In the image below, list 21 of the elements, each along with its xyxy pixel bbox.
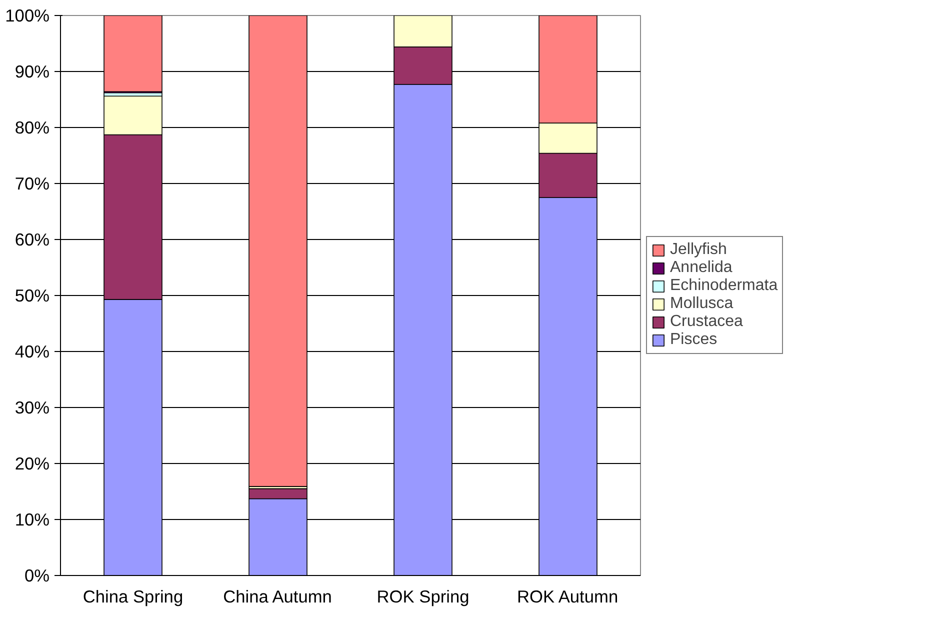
x-tick-label: China Spring <box>82 586 184 606</box>
y-tick-label: 30% <box>14 398 50 418</box>
x-tick-label: ROK Spring <box>376 586 470 606</box>
y-tick-label: 50% <box>14 286 50 306</box>
y-tick-label: 90% <box>14 62 50 82</box>
legend-label: Mollusca <box>670 295 734 313</box>
y-tick-label: 40% <box>14 342 50 362</box>
legend-label: Pisces <box>670 331 718 349</box>
legend-label: Echinodermata <box>670 277 778 295</box>
y-tick-label: 100% <box>5 6 50 26</box>
x-tick-label: ROK Autumn <box>516 586 618 606</box>
y-tick-label: 0% <box>24 566 50 586</box>
y-tick-label: 10% <box>14 510 50 530</box>
y-tick-label: 70% <box>14 174 50 194</box>
legend-label: Crustacea <box>670 313 743 331</box>
x-tick-label: China Autumn <box>223 586 332 606</box>
y-tick-label: 60% <box>14 230 50 250</box>
y-tick-label: 20% <box>14 454 50 474</box>
y-tick-label: 80% <box>14 118 50 138</box>
legend-label: Annelida <box>670 259 732 277</box>
legend-label: Jellyfish <box>670 241 727 259</box>
